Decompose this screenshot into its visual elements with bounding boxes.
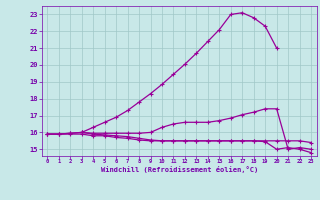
X-axis label: Windchill (Refroidissement éolien,°C): Windchill (Refroidissement éolien,°C) (100, 166, 258, 173)
